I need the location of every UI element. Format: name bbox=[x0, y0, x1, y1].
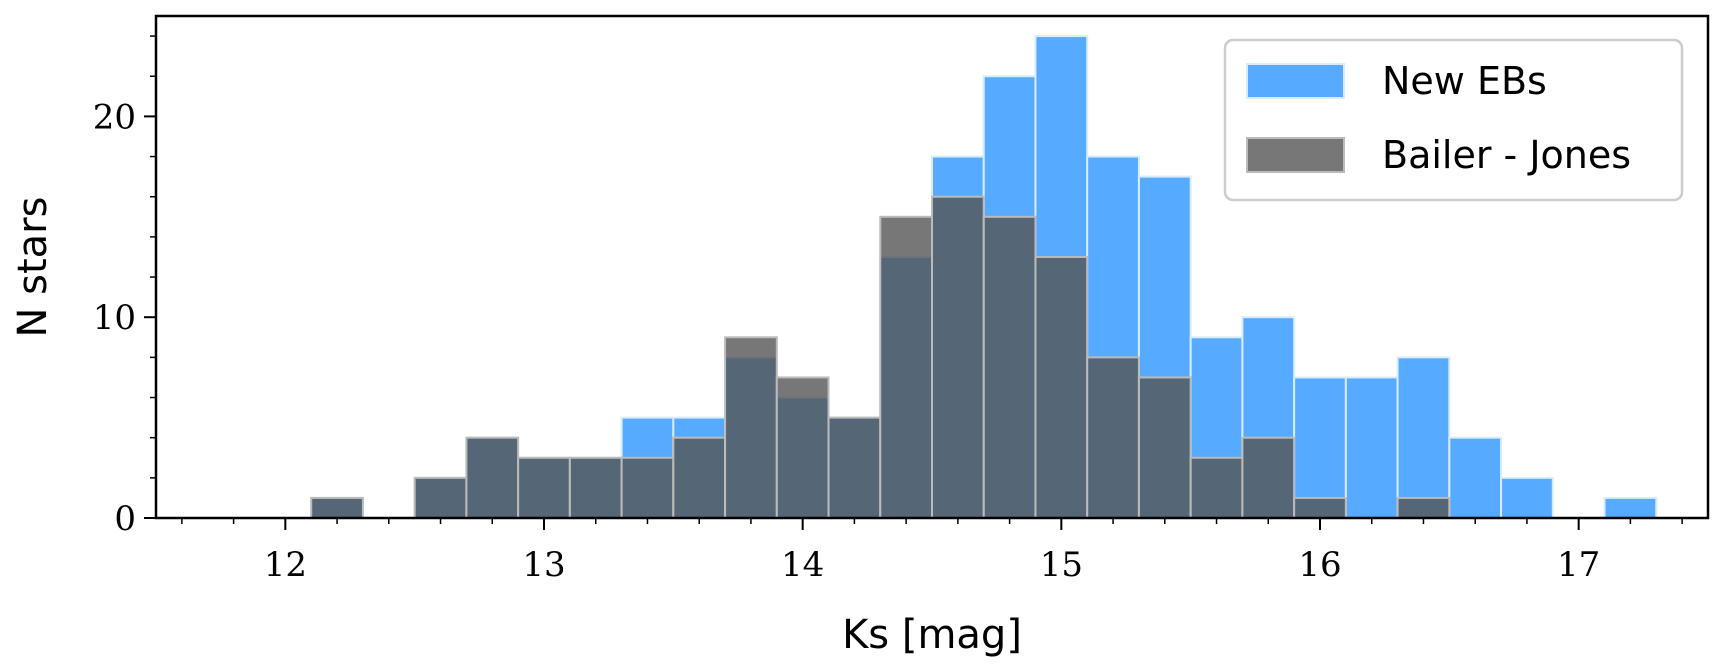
bar-bailer-jones bbox=[568, 456, 623, 520]
ticks-layer: 12 13 14 15 16 17 0 10 20 bbox=[93, 35, 1683, 585]
bar-bailer-jones bbox=[1034, 255, 1089, 519]
y-tick-label: 0 bbox=[114, 499, 136, 539]
y-tick-label: 10 bbox=[93, 298, 136, 338]
x-tick-label: 16 bbox=[1298, 545, 1341, 585]
y-tick-label: 20 bbox=[93, 97, 136, 137]
bar-bailer-jones bbox=[672, 436, 727, 519]
legend-label-new-ebs: New EBs bbox=[1382, 59, 1547, 103]
legend-label-bailer-jones: Bailer - Jones bbox=[1382, 133, 1631, 177]
bar-bailer-jones bbox=[1396, 496, 1451, 520]
bar-bailer-jones bbox=[1137, 376, 1192, 519]
bar-bailer-jones bbox=[1241, 436, 1296, 519]
bar-bailer-jones bbox=[724, 336, 778, 519]
bar-bailer-jones bbox=[465, 436, 520, 519]
bar-bailer-jones bbox=[982, 215, 1037, 520]
x-tick-label: 14 bbox=[781, 545, 824, 585]
bar-new-ebs bbox=[1344, 376, 1399, 519]
bar-bailer-jones bbox=[310, 496, 364, 520]
y-axis-label: N stars bbox=[10, 197, 56, 338]
bar-bailer-jones bbox=[413, 476, 468, 519]
bar-new-ebs bbox=[1603, 496, 1658, 520]
x-tick-label: 13 bbox=[522, 545, 565, 585]
bar-bailer-jones bbox=[517, 456, 571, 520]
bar-bailer-jones bbox=[879, 215, 933, 520]
x-tick-label: 15 bbox=[1040, 545, 1083, 585]
bar-bailer-jones bbox=[931, 195, 985, 519]
x-tick-label: 12 bbox=[264, 545, 307, 585]
bar-bailer-jones bbox=[620, 456, 675, 520]
plot-frame bbox=[154, 14, 1710, 520]
bar-new-ebs bbox=[1293, 376, 1347, 519]
bar-new-ebs bbox=[1500, 476, 1554, 519]
bar-new-ebs bbox=[1448, 436, 1503, 519]
legend-swatch-bailer-jones bbox=[1246, 137, 1345, 173]
bar-bailer-jones bbox=[775, 376, 830, 519]
bar-bailer-jones bbox=[1189, 456, 1244, 520]
legend-swatch-new-ebs bbox=[1246, 63, 1345, 99]
bar-bailer-jones bbox=[1293, 496, 1347, 520]
x-axis-label: Ks [mag] bbox=[842, 612, 1022, 658]
bar-bailer-jones bbox=[1086, 356, 1140, 519]
legend: New EBs Bailer - Jones bbox=[1223, 38, 1684, 202]
bar-bailer-jones bbox=[827, 416, 882, 520]
x-tick-label: 17 bbox=[1557, 545, 1600, 585]
bar-new-ebs bbox=[1396, 356, 1451, 519]
